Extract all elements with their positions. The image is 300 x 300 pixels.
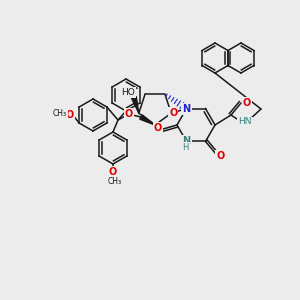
Text: O: O (125, 109, 133, 119)
Text: CH₃: CH₃ (53, 110, 67, 118)
Text: O: O (66, 110, 74, 120)
Polygon shape (140, 115, 155, 125)
Polygon shape (131, 97, 139, 113)
Text: O: O (243, 98, 251, 108)
Text: CH₃: CH₃ (108, 177, 122, 186)
Text: N: N (182, 136, 190, 146)
Text: H: H (182, 143, 189, 152)
Text: O: O (169, 108, 177, 118)
Text: O: O (216, 152, 225, 161)
Text: HO: HO (121, 88, 135, 97)
Text: N: N (182, 103, 190, 113)
Text: O: O (154, 123, 162, 133)
Text: O: O (109, 167, 117, 177)
Text: HN: HN (238, 118, 252, 127)
